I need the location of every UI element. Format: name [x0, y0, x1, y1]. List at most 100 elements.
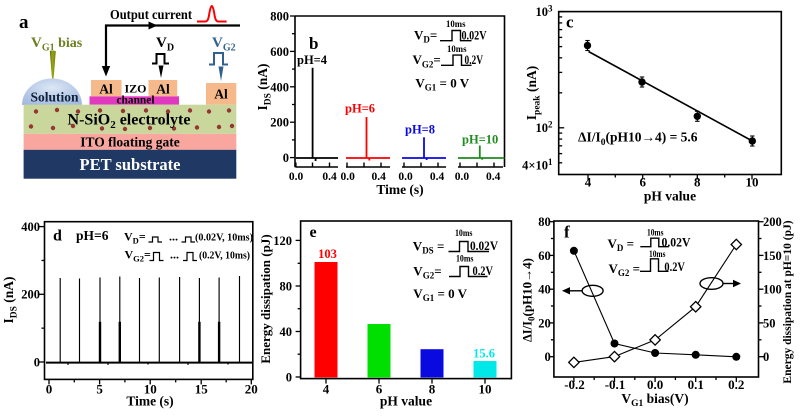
svg-text:ΔI/I0(pH10→4): ΔI/I0(pH10→4): [520, 258, 537, 342]
svg-text:(0.2V, 10ms): (0.2V, 10ms): [199, 251, 250, 262]
svg-text:IZO: IZO: [124, 82, 146, 96]
svg-text:800: 800: [270, 10, 289, 24]
svg-text:15: 15: [195, 382, 209, 397]
svg-text:pH=8: pH=8: [405, 123, 435, 137]
svg-text:-0.2: -0.2: [564, 377, 585, 392]
svg-text:a: a: [19, 12, 29, 33]
svg-text:0.02V: 0.02V: [470, 238, 499, 253]
svg-text:5: 5: [96, 382, 103, 397]
svg-text:10: 10: [479, 382, 492, 397]
svg-text:(0.02V, 10ms): (0.02V, 10ms): [195, 233, 253, 244]
svg-text:8: 8: [694, 175, 701, 190]
svg-text:0.2V: 0.2V: [664, 259, 685, 274]
svg-text:ITO floating gate: ITO floating gate: [80, 135, 180, 150]
svg-text:ΔI/I0(pH10→4) = 5.6: ΔI/I0(pH10→4) = 5.6: [578, 130, 698, 149]
svg-text:400: 400: [21, 220, 40, 234]
svg-text:0: 0: [544, 350, 550, 364]
svg-text:VG2=: VG2=: [413, 264, 441, 281]
svg-text:20: 20: [538, 316, 551, 330]
svg-text:10ms: 10ms: [649, 250, 666, 260]
svg-text:200: 200: [763, 215, 782, 229]
svg-text:pH=6: pH=6: [345, 102, 375, 116]
svg-text:Al: Al: [99, 82, 113, 97]
svg-text:0: 0: [283, 151, 289, 165]
svg-text:0.0: 0.0: [289, 171, 304, 183]
svg-text:VG1 = 0 V: VG1 = 0 V: [415, 76, 469, 93]
svg-text:0: 0: [34, 355, 40, 369]
svg-text:200: 200: [270, 116, 289, 130]
svg-text:10ms: 10ms: [456, 255, 474, 265]
svg-text:120: 120: [273, 234, 292, 248]
svg-text:0: 0: [763, 350, 769, 364]
svg-text:4×101: 4×101: [522, 157, 553, 173]
svg-text:IDS (nA): IDS (nA): [255, 63, 274, 110]
svg-text:VG2=: VG2=: [125, 248, 152, 264]
svg-text:pH value: pH value: [644, 189, 696, 204]
svg-text:Time (s): Time (s): [126, 394, 173, 409]
svg-text:...: ...: [169, 230, 178, 244]
svg-text:pH value: pH value: [380, 394, 432, 409]
svg-text:400: 400: [270, 80, 289, 94]
svg-text:VG2 =: VG2 =: [609, 261, 641, 278]
svg-text:pH=4: pH=4: [297, 53, 328, 67]
svg-text:N-SiO2 electrolyte: N-SiO2 electrolyte: [68, 112, 191, 132]
svg-text:d: d: [53, 228, 62, 245]
svg-text:40: 40: [538, 283, 551, 297]
svg-text:100: 100: [763, 283, 782, 297]
svg-text:0.02V: 0.02V: [662, 235, 692, 250]
svg-text:0.2V: 0.2V: [473, 263, 494, 278]
svg-text:0: 0: [46, 382, 53, 397]
svg-text:pH=6: pH=6: [76, 228, 109, 243]
svg-text:0.0: 0.0: [341, 171, 356, 183]
svg-text:10: 10: [746, 175, 759, 190]
svg-text:10ms: 10ms: [446, 20, 466, 30]
svg-text:PET substrate: PET substrate: [80, 155, 181, 174]
svg-text:Al: Al: [156, 82, 170, 97]
svg-text:b: b: [309, 34, 318, 53]
svg-text:0.4: 0.4: [322, 171, 337, 183]
svg-text:0.0: 0.0: [398, 171, 413, 183]
svg-text:0.1: 0.1: [688, 377, 704, 392]
svg-text:VG1 bias(V): VG1 bias(V): [621, 391, 688, 409]
svg-text:4: 4: [323, 382, 330, 397]
svg-text:4: 4: [585, 175, 592, 190]
svg-text:80: 80: [538, 215, 551, 229]
svg-text:6: 6: [376, 382, 383, 397]
svg-text:c: c: [566, 13, 574, 32]
svg-text:15.6: 15.6: [473, 347, 495, 361]
svg-text:Energy dissipation (pJ): Energy dissipation (pJ): [258, 234, 273, 363]
svg-text:0.0: 0.0: [455, 171, 470, 183]
svg-text:e: e: [310, 224, 317, 241]
svg-text:Time (s): Time (s): [376, 182, 423, 197]
svg-text:Output current: Output current: [110, 7, 192, 22]
svg-text:0.2V: 0.2V: [465, 53, 484, 67]
svg-text:20: 20: [245, 382, 258, 397]
svg-text:VG1 = 0 V: VG1 = 0 V: [413, 286, 467, 303]
svg-text:channel: channel: [117, 92, 156, 106]
svg-text:10: 10: [144, 382, 157, 397]
svg-text:103: 103: [318, 247, 337, 261]
svg-text:0.4: 0.4: [486, 171, 501, 183]
svg-text:150: 150: [763, 249, 782, 263]
svg-text:f: f: [564, 223, 570, 242]
svg-text:Energy dissipation at pH=10 (p: Energy dissipation at pH=10 (pJ): [782, 220, 794, 383]
svg-text:VG2=: VG2=: [413, 52, 441, 69]
svg-text:pH=10: pH=10: [462, 133, 498, 147]
svg-text:VDS =: VDS =: [413, 239, 445, 256]
svg-text:0.4: 0.4: [372, 171, 387, 183]
svg-text:Al: Al: [214, 87, 228, 102]
svg-text:0.2: 0.2: [728, 377, 744, 392]
svg-text:50: 50: [763, 316, 776, 330]
svg-text:0.0: 0.0: [647, 377, 663, 392]
svg-text:0.02V: 0.02V: [462, 28, 487, 42]
svg-text:-0.1: -0.1: [605, 377, 626, 392]
svg-text:6: 6: [639, 175, 646, 190]
svg-text:10ms: 10ms: [647, 229, 664, 239]
svg-text:80: 80: [280, 279, 293, 293]
svg-text:Solution: Solution: [30, 90, 79, 105]
svg-text:8: 8: [429, 382, 436, 397]
svg-text:10ms: 10ms: [455, 229, 473, 239]
svg-text:VD=: VD=: [124, 230, 146, 246]
svg-text:10ms: 10ms: [447, 45, 467, 55]
svg-text:60: 60: [538, 249, 551, 263]
